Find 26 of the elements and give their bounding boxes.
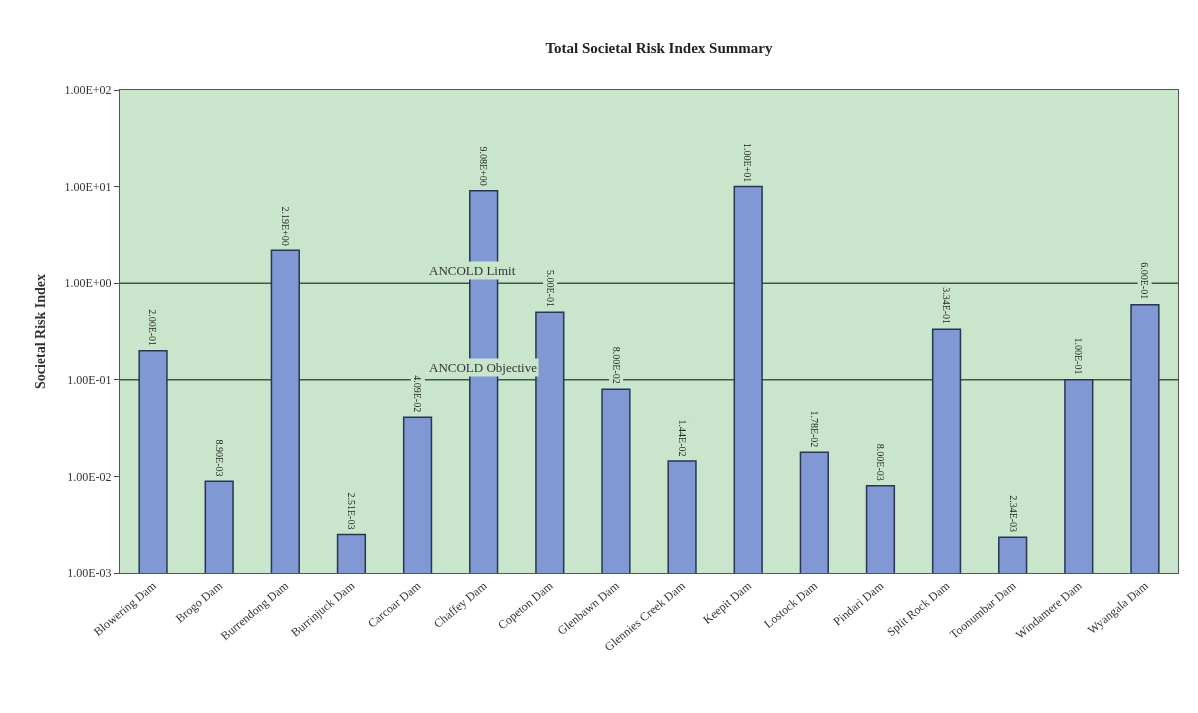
- y-tick-label: 1.00E-01: [67, 373, 112, 387]
- ref-line-label: ANCOLD Limit: [429, 263, 516, 278]
- data-label: 9.08E+00: [477, 146, 489, 186]
- data-label: 8.90E-03: [213, 439, 225, 477]
- data-label: 2.00E-01: [147, 309, 159, 347]
- y-tick-label: 1.00E-02: [67, 469, 112, 484]
- chart-title: Total Societal Risk Index Summary: [545, 40, 773, 57]
- y-tick-label: 1.00E+02: [64, 83, 112, 98]
- data-label: 6.00E-01: [1139, 262, 1151, 300]
- data-label: 1.44E-02: [676, 419, 688, 457]
- data-label: 1.78E-02: [809, 410, 821, 448]
- y-tick-label: 1.00E+01: [64, 179, 112, 194]
- data-label: 3.34E-01: [941, 287, 953, 325]
- data-label: 1.00E+01: [742, 142, 754, 183]
- data-label: 1.00E-01: [1073, 337, 1085, 375]
- data-label: 5.00E-01: [544, 269, 556, 307]
- ref-line-label: ANCOLD Objective: [429, 360, 538, 375]
- data-label: 2.51E-03: [346, 492, 358, 530]
- data-label: 2.19E+00: [280, 206, 292, 246]
- data-label: 4.09E-02: [412, 375, 424, 413]
- data-label: 8.00E-03: [874, 443, 886, 481]
- y-tick-label: 1.00E-03: [67, 566, 112, 581]
- y-axis-title: Societal Risk Index: [33, 273, 49, 390]
- data-label: 2.34E-03: [1007, 495, 1019, 533]
- y-tick-label: 1.00E+00: [64, 276, 112, 291]
- data-label: 8.00E-02: [610, 346, 622, 384]
